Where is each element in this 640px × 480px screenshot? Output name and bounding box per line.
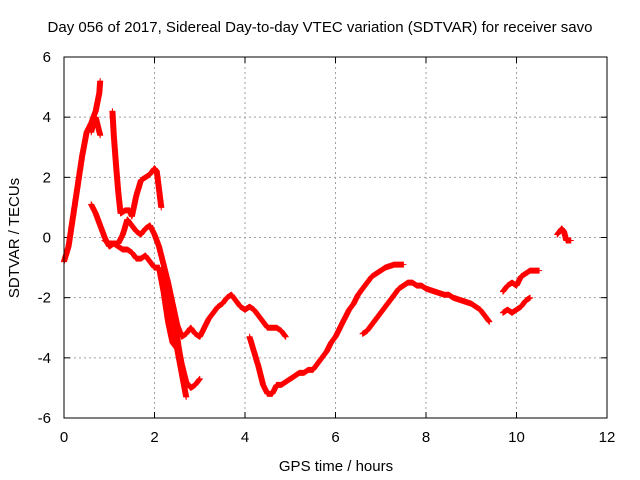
y-tick-label: 2 — [43, 169, 51, 186]
x-tick-label: 10 — [508, 429, 525, 446]
data-point-markers — [359, 279, 493, 337]
y-tick-label: 0 — [43, 230, 51, 247]
series-group — [246, 261, 407, 397]
y-tick-label: 4 — [43, 109, 51, 126]
x-tick-label: 2 — [150, 429, 158, 446]
data-point-markers — [109, 108, 165, 220]
series-group — [499, 294, 534, 316]
data-point-markers — [499, 294, 534, 316]
y-tick-label: -6 — [38, 410, 51, 427]
series-group — [499, 267, 543, 295]
plot-frame — [63, 56, 608, 419]
data-points — [61, 78, 574, 400]
y-tick-label: 6 — [43, 49, 51, 66]
x-tick-label: 4 — [241, 429, 249, 446]
series-group — [359, 279, 493, 337]
tick-labels: 0 2 4 6 8 10 12 -6 -4 -2 0 2 4 6 — [38, 49, 616, 446]
x-tick-label: 6 — [331, 429, 339, 446]
series-group — [554, 225, 574, 244]
x-tick-label: 0 — [60, 429, 68, 446]
data-point-markers — [554, 225, 574, 244]
y-tick-label: -2 — [38, 290, 51, 307]
x-tick-label: 12 — [599, 429, 616, 446]
data-point-markers — [246, 261, 407, 397]
x-axis-label: GPS time / hours — [279, 458, 393, 475]
chart-title: Day 056 of 2017, Sidereal Day-to-day VTE… — [48, 19, 593, 36]
data-point-markers — [156, 264, 190, 400]
data-point-markers — [499, 267, 543, 295]
series-group — [88, 114, 104, 139]
y-tick-label: -4 — [38, 350, 51, 367]
data-point-markers — [88, 114, 104, 139]
x-tick-label: 8 — [422, 429, 430, 446]
y-axis-label: SDTVAR / TECUs — [6, 178, 23, 298]
series-group — [156, 264, 190, 400]
series-group — [109, 108, 165, 220]
